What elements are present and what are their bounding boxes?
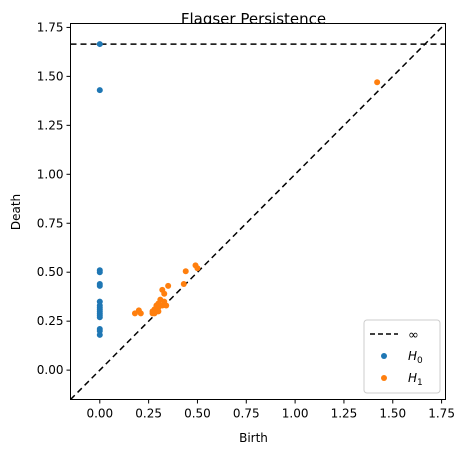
- legend-box: [363, 319, 441, 394]
- x-axis: 0.00 0.25 0.50 0.75 1.00 1.25 1.50 1.75: [86, 399, 455, 421]
- x-tick-label: 1.00: [282, 407, 309, 421]
- legend: ∞ H0 H1: [363, 319, 441, 394]
- h0-point: [96, 269, 103, 276]
- plot-frame: [70, 23, 446, 400]
- y-axis-label: Death: [9, 194, 23, 230]
- series-h1: [131, 79, 381, 317]
- h0-point: [96, 41, 103, 48]
- diagonal-line: [69, 22, 447, 401]
- y-tick-label: 0.25: [37, 314, 64, 328]
- y-axis: 0.00 0.25 0.50 0.75 1.00 1.25 1.50 1.75: [37, 20, 71, 377]
- y-tick-label: 1.75: [37, 20, 64, 34]
- x-tick-label: 0.25: [135, 407, 162, 421]
- x-axis-label: Birth: [239, 431, 268, 445]
- h0-point: [96, 331, 103, 338]
- h0-point: [96, 282, 103, 289]
- h1-point: [194, 265, 201, 272]
- h1-point: [137, 310, 144, 317]
- y-tick-label: 1.25: [37, 118, 64, 132]
- h1-point: [163, 302, 170, 309]
- h1-point: [374, 79, 381, 86]
- legend-h1-swatch: [381, 375, 387, 381]
- h1-point: [180, 280, 187, 287]
- x-tick-label: 1.75: [428, 407, 455, 421]
- y-tick-label: 0.75: [37, 216, 64, 230]
- h1-point: [151, 310, 158, 317]
- x-tick-label: 1.50: [379, 407, 406, 421]
- x-tick-label: 0.75: [233, 407, 260, 421]
- h1-point: [182, 268, 189, 275]
- h0-point: [96, 87, 103, 94]
- h1-point: [161, 290, 168, 297]
- y-tick-label: 1.50: [37, 69, 64, 83]
- series-h0: [96, 41, 103, 338]
- h0-point: [96, 314, 103, 321]
- legend-h0-swatch: [381, 353, 387, 359]
- h1-point: [131, 310, 138, 317]
- x-tick-label: 0.50: [184, 407, 211, 421]
- legend-h1-letter: H: [408, 371, 417, 385]
- y-tick-label: 0.00: [37, 363, 64, 377]
- legend-h0-subscript: 0: [417, 356, 423, 366]
- legend-h0-letter: H: [408, 349, 417, 363]
- data-points: [96, 41, 381, 338]
- h1-point: [165, 282, 172, 289]
- y-tick-label: 1.00: [37, 167, 64, 181]
- x-tick-label: 1.25: [331, 407, 358, 421]
- legend-infinity-label: ∞: [408, 328, 419, 343]
- legend-h1-subscript: 1: [417, 378, 423, 388]
- x-tick-label: 0.00: [86, 407, 113, 421]
- legend-h1-label: H1: [408, 371, 423, 388]
- legend-h0-label: H0: [408, 349, 423, 366]
- y-tick-label: 0.50: [37, 265, 64, 279]
- reference-lines: [69, 22, 447, 401]
